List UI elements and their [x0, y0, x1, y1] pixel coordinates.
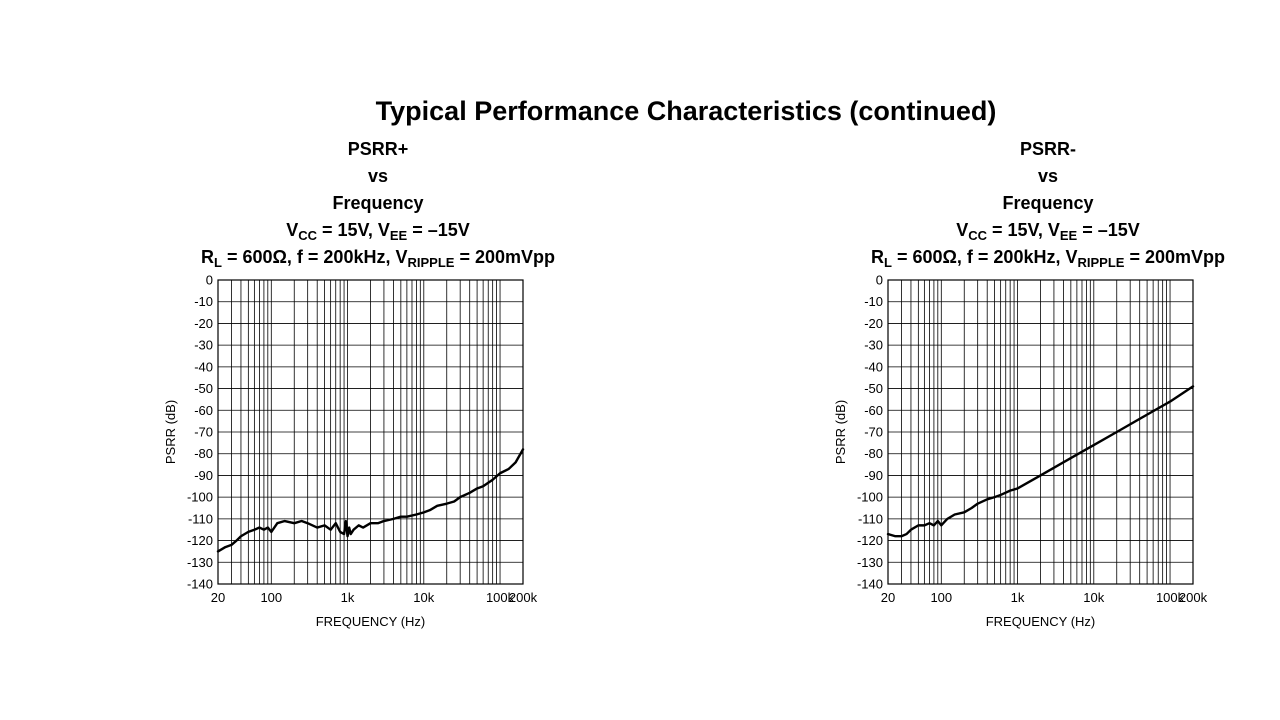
series-line: [216, 448, 525, 553]
x-axis-label: FREQUENCY (Hz): [316, 614, 426, 629]
y-tick-label: -30: [864, 338, 883, 353]
chart-title-line-3: Frequency: [332, 193, 424, 213]
x-tick-label: 20: [211, 590, 225, 605]
chart-condition-supply: VCC = 15V, VEE = –15V: [956, 220, 1140, 243]
plot-frame: [217, 279, 524, 585]
page-title: Typical Performance Characteristics (con…: [375, 96, 997, 126]
x-tick-label: 200k: [1179, 590, 1208, 605]
chart-title-line-1: PSRR+: [347, 139, 409, 159]
y-tick-label: -20: [864, 316, 883, 331]
y-tick-label: -70: [194, 425, 213, 440]
x-tick-label: 20: [881, 590, 895, 605]
y-tick-label: -110: [188, 511, 213, 526]
chart-condition-load: RL = 600Ω, f = 200kHz, VRIPPLE = 200mVpp: [870, 247, 1225, 270]
psrr-minus-chart: 0 -10 -20 -30 -40 -50 -60 -70 -80 -90 -100 -110 -120…: [833, 273, 1208, 630]
y-tick-label: -100: [187, 490, 213, 505]
y-tick-label: -60: [864, 403, 883, 418]
plot-frame: [887, 279, 1194, 585]
x-tick-label: 100k: [486, 590, 515, 605]
y-axis-label: PSRR (dB): [833, 400, 848, 464]
x-tick-label: 10k: [413, 590, 434, 605]
chart-title-psrr-minus: PSRR- vs Frequency VCC = 15V, VEE = –15V…: [838, 136, 1258, 271]
chart-title-psrr-plus: PSRR+ vs Frequency VCC = 15V, VEE = –15V…: [168, 136, 588, 271]
chart-title-line-2: vs: [1037, 166, 1059, 186]
y-tick-label: -70: [864, 425, 883, 440]
series-line: [886, 385, 1195, 538]
y-tick-label: -40: [864, 359, 883, 374]
y-tick-label: -30: [194, 338, 213, 353]
y-tick-label: -140: [187, 577, 213, 592]
y-tick-label: -80: [194, 446, 213, 461]
y-tick-label: 0: [876, 273, 883, 288]
y-tick-label: 0: [206, 273, 213, 288]
y-tick-label: -100: [857, 490, 883, 505]
y-tick-label: -50: [864, 381, 883, 396]
y-tick-label: -90: [194, 468, 213, 483]
x-tick-label: 1k: [1011, 590, 1025, 605]
y-tick-label: -90: [864, 468, 883, 483]
y-tick-label: -80: [864, 446, 883, 461]
y-tick-label: -20: [194, 316, 213, 331]
x-tick-label: 1k: [341, 590, 355, 605]
y-tick-label: -10: [194, 294, 213, 309]
x-axis-label: FREQUENCY (Hz): [986, 614, 1096, 629]
y-tick-label: -120: [187, 533, 213, 548]
y-tick-label: -120: [857, 533, 883, 548]
psrr-plus-chart: 0 -10 -20 -30 -40 -50 -60 -70 -80 -90 -100 -110 -120…: [163, 273, 538, 630]
x-tick-label: 200k: [509, 590, 538, 605]
chart-title-line-3: Frequency: [1002, 193, 1094, 213]
y-axis-label: PSRR (dB): [163, 400, 178, 464]
x-tick-label: 100k: [1156, 590, 1185, 605]
y-tick-label: -40: [194, 359, 213, 374]
y-tick-label: -110: [858, 511, 883, 526]
y-tick-label: -130: [857, 555, 883, 570]
chart-condition-load: RL = 600Ω, f = 200kHz, VRIPPLE = 200mVpp: [200, 247, 555, 270]
chart-title-line-2: vs: [367, 166, 389, 186]
y-tick-label: -10: [864, 294, 883, 309]
x-tick-label: 10k: [1083, 590, 1104, 605]
y-tick-label: -50: [194, 381, 213, 396]
x-tick-label: 100: [260, 590, 282, 605]
y-tick-label: -130: [187, 555, 213, 570]
x-tick-label: 100: [930, 590, 952, 605]
chart-title-line-1: PSRR-: [1019, 139, 1076, 159]
y-tick-label: -60: [194, 403, 213, 418]
chart-condition-supply: VCC = 15V, VEE = –15V: [286, 220, 470, 243]
y-tick-label: -140: [857, 577, 883, 592]
